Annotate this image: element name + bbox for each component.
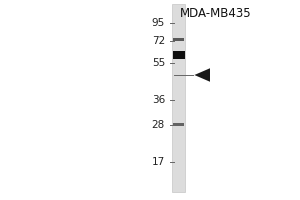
Text: 28: 28 xyxy=(152,120,165,130)
Text: 17: 17 xyxy=(152,157,165,167)
Bar xyxy=(173,123,184,126)
Text: MDA-MB435: MDA-MB435 xyxy=(180,7,252,20)
Text: 55: 55 xyxy=(152,58,165,68)
Bar xyxy=(172,51,184,59)
Text: 36: 36 xyxy=(152,95,165,105)
Bar xyxy=(172,4,185,192)
Text: 72: 72 xyxy=(152,36,165,46)
Text: 95: 95 xyxy=(152,18,165,28)
Polygon shape xyxy=(194,68,210,82)
Bar xyxy=(173,38,184,41)
